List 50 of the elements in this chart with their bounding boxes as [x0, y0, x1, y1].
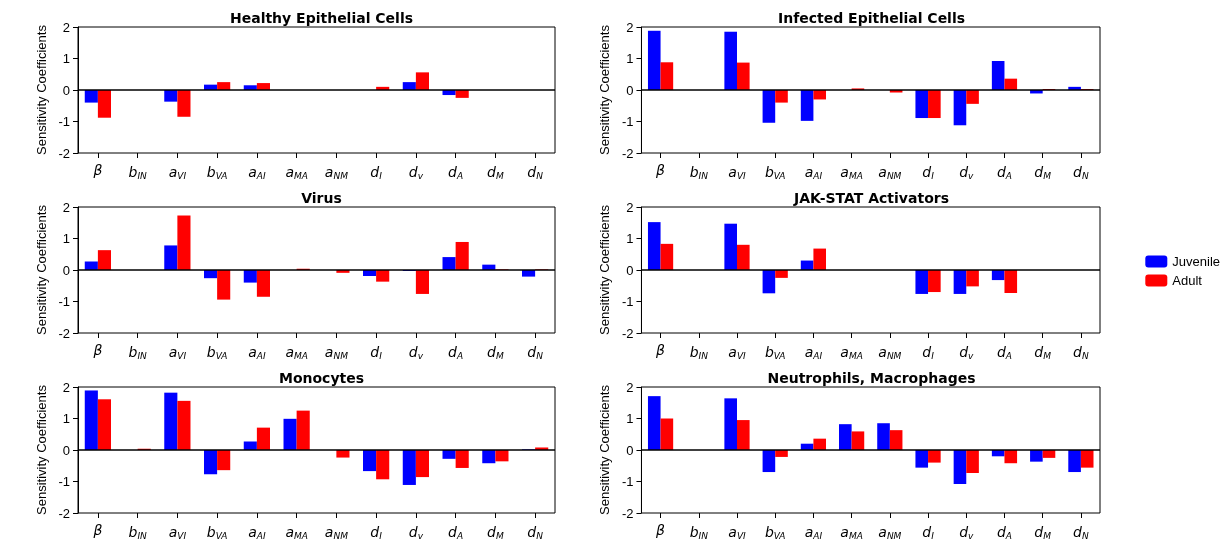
- x-tick-label: β: [655, 162, 666, 178]
- legend-label: Juvenile: [1172, 254, 1221, 269]
- y-axis-title: Sensitivity Coefficients: [33, 24, 49, 155]
- y-tick-label: -1: [621, 474, 634, 489]
- y-tick-label: 1: [626, 411, 634, 426]
- y-axis-title: Sensitivity Coefficients: [597, 204, 612, 335]
- legend-label: Adult: [1172, 273, 1203, 288]
- chart-title: Monocytes: [278, 370, 365, 386]
- y-tick-label: 2: [62, 19, 70, 35]
- y-tick-label: 1: [62, 231, 70, 246]
- y-axis-title: Sensitivity Coefficients: [33, 384, 49, 515]
- chart-title: Neutrophils, Macrophages: [767, 370, 976, 386]
- y-tick-label: 0: [626, 442, 634, 458]
- x-tick-label: β: [655, 342, 666, 358]
- y-tick-label: -1: [58, 474, 70, 489]
- y-tick-label: 1: [626, 51, 634, 66]
- y-tick-label: -2: [621, 325, 634, 341]
- y-tick-label: -2: [58, 325, 70, 341]
- y-tick-label: -2: [58, 145, 70, 161]
- x-tick-label: β: [655, 522, 666, 538]
- y-tick-label: -1: [621, 294, 634, 309]
- y-tick-label: 0: [626, 82, 634, 98]
- y-tick-label: 0: [626, 262, 634, 278]
- x-tick-label: β: [92, 522, 103, 538]
- y-tick-label: -2: [621, 505, 634, 521]
- chart-title: Virus: [301, 190, 342, 206]
- y-tick-label: 0: [62, 262, 70, 278]
- y-axis-title: Sensitivity Coefficients: [597, 24, 612, 155]
- y-tick-label: 1: [62, 411, 70, 426]
- y-tick-label: 2: [62, 379, 70, 395]
- y-axis-title: Sensitivity Coefficients: [33, 204, 49, 335]
- y-tick-label: -2: [621, 145, 634, 161]
- y-tick-label: 2: [626, 19, 634, 35]
- chart-title: JAK-STAT Activators: [793, 190, 949, 206]
- y-tick-label: 0: [62, 442, 70, 458]
- chart-title: Infected Epithelial Cells: [777, 10, 966, 26]
- y-tick-label: -1: [621, 114, 634, 129]
- y-tick-label: 2: [626, 199, 634, 215]
- y-tick-label: 2: [62, 199, 70, 215]
- y-tick-label: 1: [626, 231, 634, 246]
- y-tick-label: 0: [62, 82, 70, 98]
- x-tick-label: β: [92, 342, 103, 358]
- y-tick-label: -1: [58, 294, 70, 309]
- chart-title: Healthy Epithelial Cells: [229, 10, 414, 26]
- y-tick-label: -2: [58, 505, 70, 521]
- y-tick-label: 2: [626, 379, 634, 395]
- x-tick-label: β: [92, 162, 103, 178]
- y-tick-label: 1: [62, 51, 70, 66]
- y-axis-title: Sensitivity Coefficients: [597, 384, 612, 515]
- y-tick-label: -1: [58, 114, 70, 129]
